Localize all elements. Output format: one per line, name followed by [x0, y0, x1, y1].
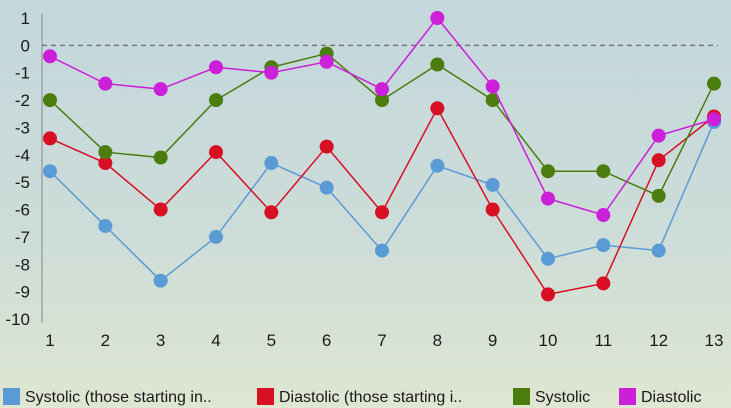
series-1-point: [153, 273, 168, 288]
legend: Systolic (those starting in.. Diastolic (…: [3, 388, 701, 406]
series-4-point: [541, 191, 555, 206]
series-4-point: [209, 60, 223, 75]
series-4-point: [375, 82, 389, 97]
legend-swatch: [3, 388, 20, 405]
series-3-point: [707, 76, 721, 91]
series-4-point: [485, 79, 500, 94]
series-line-3: [49, 52, 715, 197]
series-4-point: [430, 11, 445, 25]
series-1-point: [319, 180, 334, 195]
x-tick-label: 10: [539, 331, 558, 350]
y-tick-label: -2: [15, 91, 30, 110]
series-1-point: [375, 243, 389, 258]
x-tick-label: 1: [45, 331, 54, 350]
series-2-point: [651, 153, 666, 168]
series-2-point: [485, 202, 500, 217]
series-1-point: [651, 243, 666, 258]
series-3-point: [651, 188, 666, 203]
series-2-point: [430, 101, 445, 116]
y-tick-label: 1: [21, 9, 30, 28]
series-3-point: [209, 93, 223, 108]
legend-label: Diastolic (those starting i..: [279, 389, 462, 406]
series-4-point: [153, 82, 168, 97]
legend-label: Systolic (those starting in..: [25, 389, 212, 406]
series-2-point: [209, 145, 223, 160]
y-tick-label: 0: [21, 36, 30, 55]
series-2-point: [264, 205, 279, 220]
y-tick-label: -10: [5, 310, 30, 329]
x-tick-label: 13: [705, 331, 724, 350]
legend-label: Diastolic: [641, 389, 701, 406]
series-3-point: [596, 164, 611, 179]
series-3-point: [153, 150, 168, 165]
series-3-point: [375, 93, 389, 108]
series-3-point: [541, 164, 555, 179]
series-2-point: [98, 156, 113, 171]
series-1-point: [596, 238, 611, 253]
series-2-point: [153, 202, 168, 217]
series-3-point: [485, 93, 500, 108]
series-4-point: [651, 128, 666, 143]
axes: 10-1-2-3-4-5-6-7-8-9-101 2 3 4 5 6 7 8 9 10 11 12 13: [5, 9, 723, 350]
x-tick-label: 4: [211, 331, 220, 350]
legend-label: Systolic: [535, 389, 590, 406]
series-line-2: [49, 106, 715, 296]
series-1-point: [209, 229, 223, 244]
y-tick-label: -3: [15, 118, 30, 137]
x-tick-label: 5: [267, 331, 276, 350]
series-1-point: [43, 164, 57, 179]
series-2-point: [541, 287, 555, 302]
series-3-point: [98, 145, 113, 160]
series-2-point: [319, 139, 334, 154]
x-tick-label: 3: [156, 331, 165, 350]
plot-area: [43, 11, 721, 302]
series-1-point: [541, 251, 555, 266]
series-4-point: [319, 54, 334, 69]
y-tick-label: -8: [15, 255, 30, 274]
series-2-point: [375, 205, 389, 220]
x-tick-label: 7: [377, 331, 386, 350]
x-tick-label: 11: [595, 331, 613, 350]
series-4-point: [596, 208, 611, 223]
legend-swatch: [257, 388, 274, 405]
series-2-point: [596, 276, 611, 291]
y-tick-label: -7: [15, 228, 30, 247]
x-tick-label: 8: [433, 331, 442, 350]
series-4-point: [264, 65, 279, 80]
y-tick-label: -5: [15, 173, 30, 192]
x-tick-label: 6: [322, 331, 331, 350]
y-tick-label: -4: [15, 146, 30, 165]
x-tick-label: 2: [101, 331, 110, 350]
series-1-point: [485, 177, 500, 192]
x-tick-label: 12: [649, 331, 668, 350]
series-4-point: [98, 76, 113, 91]
series-1-point: [264, 156, 279, 171]
series-4-point: [43, 49, 57, 64]
series-3-point: [430, 57, 445, 72]
legend-swatch: [619, 388, 636, 405]
x-tick-label: 9: [488, 331, 497, 350]
series-4-point: [707, 112, 721, 127]
series-2-point: [43, 131, 57, 146]
y-tick-label: -9: [15, 283, 30, 302]
y-tick-label: -1: [15, 64, 30, 83]
series-1-point: [430, 158, 445, 173]
y-tick-label: -6: [15, 201, 30, 220]
series-line-4: [49, 16, 715, 216]
series-3-point: [43, 93, 57, 108]
series-1-point: [98, 218, 113, 233]
legend-swatch: [513, 388, 530, 405]
